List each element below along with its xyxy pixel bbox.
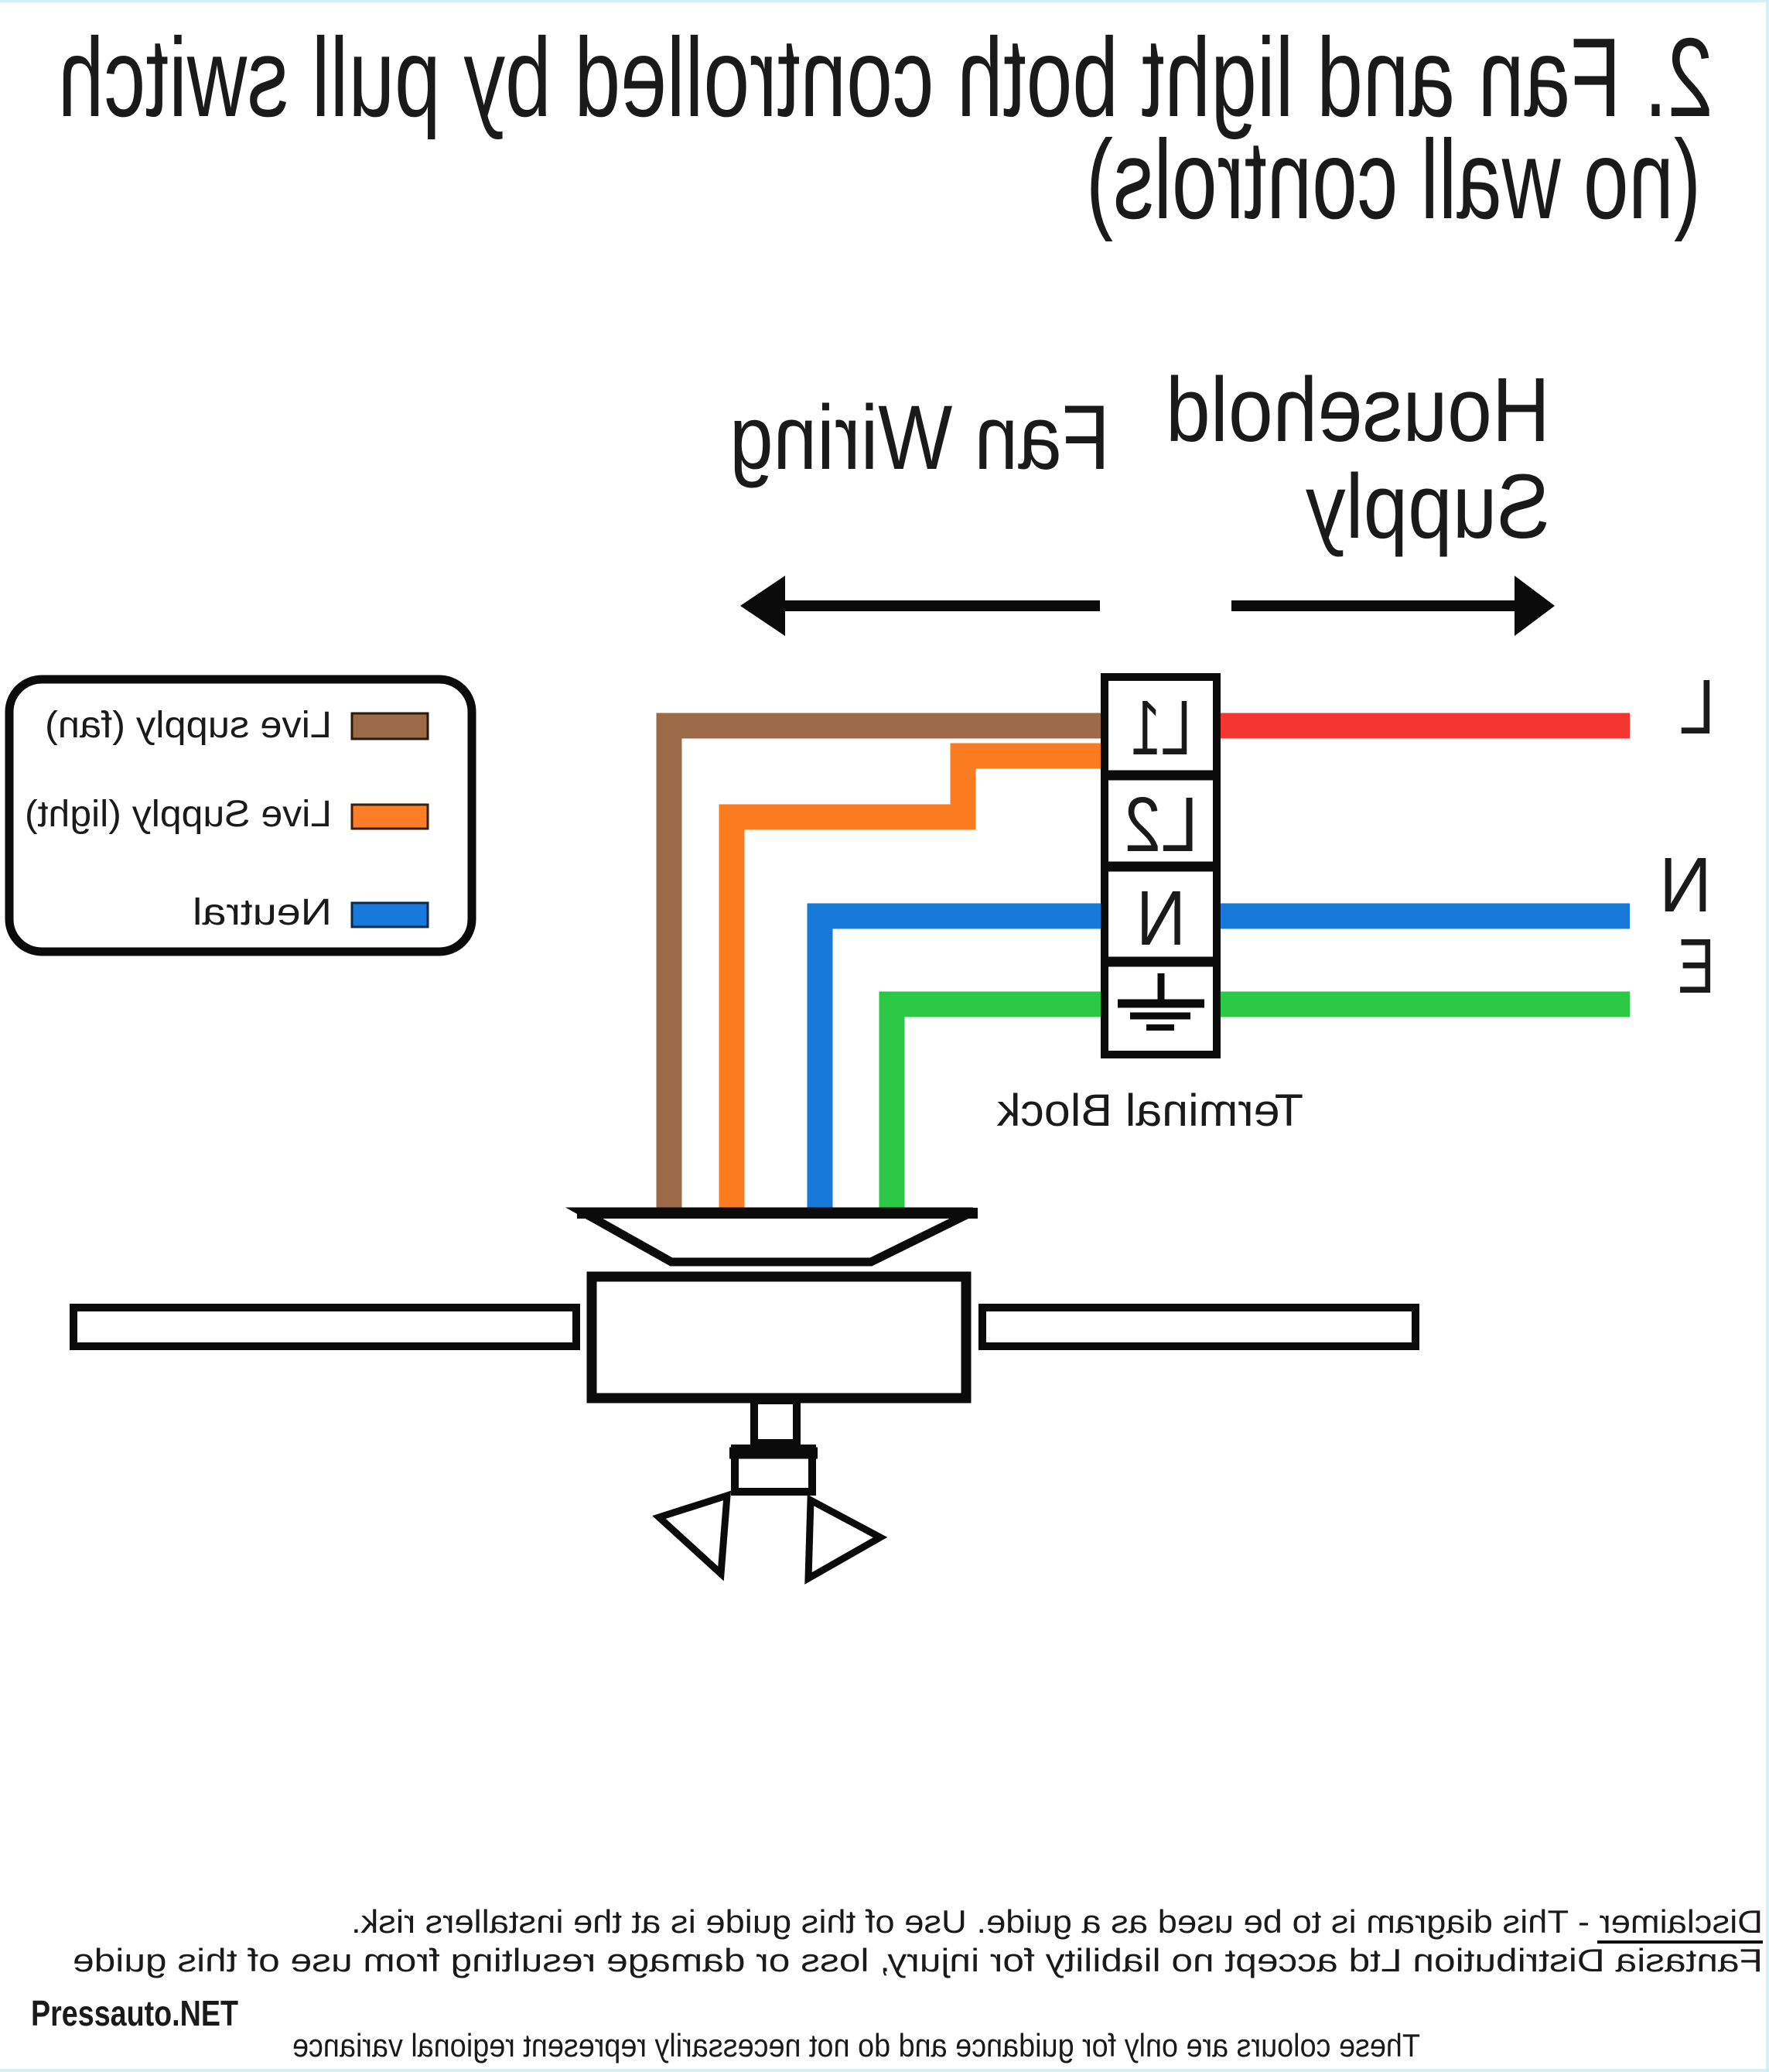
- legend-label-live-light: Live Supply (light): [25, 794, 332, 835]
- fan-light-right-icon: [652, 1490, 732, 1581]
- supply-earth-letter: E: [1678, 923, 1715, 1010]
- page-title-line1: 2. Fan and light both controlled by pull…: [58, 15, 1713, 140]
- fan-blade-left: [978, 1304, 1419, 1350]
- legend-swatch-live-fan: [350, 712, 429, 740]
- mirrored-content: 2. Fan and light both controlled by pull…: [5, 15, 1763, 2063]
- legend-swatch-live-light: [350, 803, 429, 830]
- fan-light-left-icon: [804, 1494, 888, 1585]
- terminal-cell-l2: L2: [1125, 781, 1198, 868]
- earth-symbol-icon: [1118, 973, 1204, 1031]
- fan-wiring-label: Fan Wiring: [729, 387, 1110, 489]
- household-supply-label-line1: Household: [1166, 359, 1550, 461]
- disclaimer-line2: Fantasia Distribution Ltd accept no liab…: [73, 1942, 1763, 1978]
- edge-tint-right: [1766, 0, 1769, 2072]
- disclaimer-block: Disclaimer - This diagram is to be used …: [73, 1903, 1763, 2063]
- legend-label-neutral: Neutral: [193, 892, 332, 933]
- ceiling-fan-drawing: [70, 1207, 1419, 1585]
- edge-tint-bottom: [0, 2069, 1769, 2072]
- fan-blade-right: [70, 1304, 580, 1350]
- watermark-pressauto: Pressauto.NET: [31, 1993, 238, 2033]
- wire-live-light-orange: [719, 743, 1115, 1219]
- terminal-block-caption: Terminal Block: [996, 1086, 1303, 1136]
- disclaimer-line3: These colours are only for guidance and …: [292, 2027, 1420, 2063]
- disclaimer-line1: Disclaimer - This diagram is to be used …: [351, 1903, 1763, 1940]
- legend-swatch-neutral: [350, 901, 429, 928]
- legend-item-live-fan: Live supply (fan): [45, 705, 429, 746]
- fan-canopy: [565, 1207, 975, 1267]
- page-title-line2: (no wall controls): [1086, 117, 1701, 242]
- terminal-cell-n: N: [1136, 875, 1186, 962]
- fan-wiring-arrow-icon: [740, 576, 1100, 636]
- legend: Live supply (fan) Live Supply (light) Ne…: [5, 675, 476, 956]
- supply-live-letter: L: [1679, 664, 1715, 751]
- legend-label-live-fan: Live supply (fan): [45, 705, 332, 746]
- legend-item-neutral: Neutral: [193, 892, 429, 933]
- wire-fan-neutral-blue: [807, 903, 1115, 1219]
- terminal-cell-l1: L1: [1131, 685, 1191, 771]
- wire-live-fan-brown: [656, 713, 1115, 1219]
- edge-tint-top: [0, 0, 1769, 2]
- supply-neutral-letter: N: [1659, 842, 1712, 928]
- terminal-block: L1 L2 N: [1101, 673, 1221, 1058]
- household-supply-arrow-icon: [1231, 576, 1555, 636]
- household-supply-label-line2: Supply: [1306, 456, 1550, 558]
- wire-fan-earth-green: [879, 991, 1115, 1219]
- fan-motor-body: [586, 1271, 972, 1404]
- legend-item-live-light: Live Supply (light): [25, 794, 429, 835]
- fan-stem-upper: [750, 1397, 801, 1447]
